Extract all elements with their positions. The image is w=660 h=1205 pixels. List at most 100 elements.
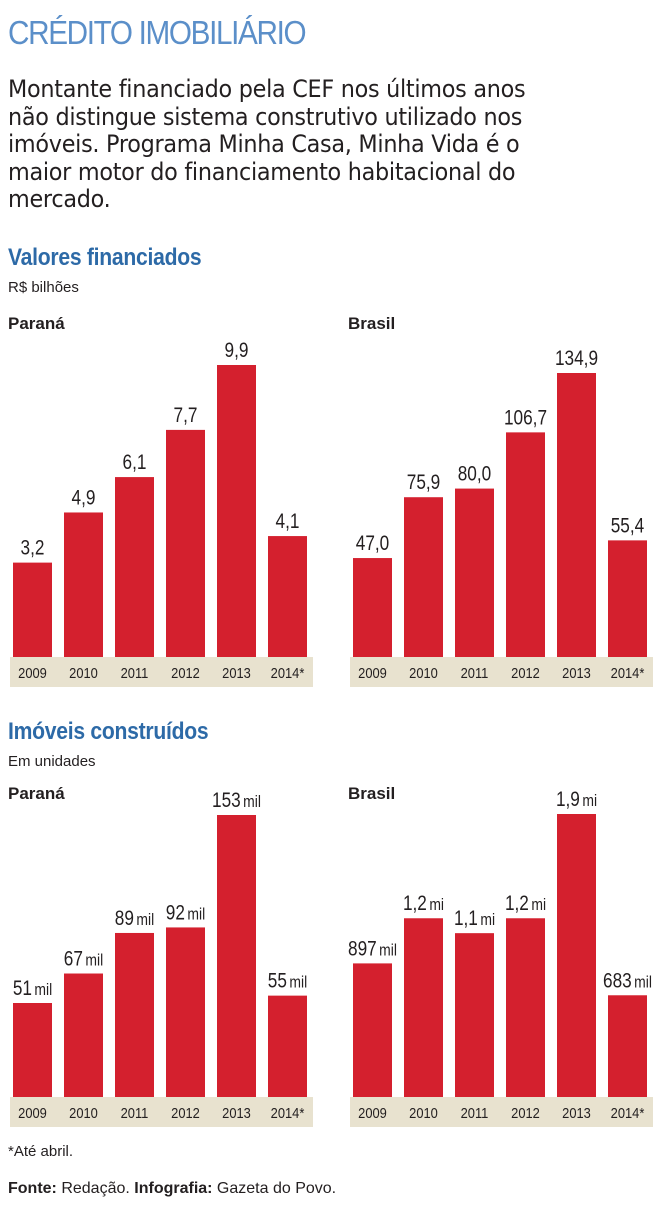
intro-text: Montante financiado pela CEF nos últimos… <box>8 75 526 213</box>
bar-2014 <box>608 540 647 657</box>
section-unit-imoveis: Em unidades <box>8 753 96 770</box>
x-tick-label: 2011 <box>121 664 149 681</box>
data-label-value: 80,0 <box>458 463 492 486</box>
data-label-value: 75,9 <box>407 472 441 495</box>
bar-2011 <box>115 932 154 1097</box>
source-text: Redação. <box>56 1180 135 1197</box>
bar-2012 <box>166 429 205 657</box>
bar-2013 <box>557 373 596 657</box>
x-tick-label: 2011 <box>121 1104 149 1121</box>
bar-2009 <box>353 558 392 657</box>
x-tick-label: 2013 <box>222 664 251 681</box>
x-tick-label: 2010 <box>409 664 438 681</box>
data-label: 683 mil <box>603 970 652 993</box>
bar-2010 <box>64 973 103 1097</box>
data-label: 6,1 <box>123 452 147 475</box>
panel-title-imoveis-parana: Paraná <box>8 784 65 803</box>
bar-2011 <box>115 477 154 657</box>
x-tick-label: 2012 <box>511 1104 540 1121</box>
section-title-valores: Valores financiados <box>8 244 202 271</box>
data-label-value: 6,1 <box>123 452 147 475</box>
chart-valores-parana: 2009 3,2 2010 4,9 2011 6,1 2012 7,7 2013 9,9 2014*… <box>10 340 313 687</box>
x-tick-label: 2014* <box>611 1104 645 1121</box>
data-label: 3,2 <box>21 537 45 560</box>
page-title: CRÉDITO IMOBILIÁRIO <box>8 14 307 51</box>
data-label: 80,0 <box>458 463 492 486</box>
data-label-value: 153 <box>212 790 241 813</box>
section-title-imoveis: Imóveis construídos <box>8 718 209 745</box>
data-label-unit: mi <box>531 896 546 915</box>
data-label: 55 mil <box>268 970 307 993</box>
data-label: 134,9 <box>555 348 598 371</box>
data-label-unit: mi <box>480 911 495 930</box>
data-label: 67 mil <box>64 948 103 971</box>
data-label: 897 mil <box>348 938 397 961</box>
x-tick-label: 2010 <box>69 664 98 681</box>
source-credits: Fonte: Redação. Infografia: Gazeta do Po… <box>8 1180 336 1198</box>
data-label-value: 3,2 <box>21 537 45 560</box>
data-label-value: 89 <box>115 907 134 930</box>
data-label-value: 106,7 <box>504 407 547 430</box>
data-label-value: 7,7 <box>174 404 198 427</box>
bar-2010 <box>64 512 103 657</box>
data-label-value: 1,9 <box>556 789 580 812</box>
bar-2014 <box>608 995 647 1097</box>
x-tick-label: 2009 <box>358 664 387 681</box>
panel-title-valores-parana: Paraná <box>8 314 65 333</box>
data-label-unit: mil <box>85 951 103 970</box>
data-label: 1,9 mi <box>556 789 597 812</box>
bar-2009 <box>13 1003 52 1097</box>
bar-2013 <box>217 815 256 1097</box>
data-label-value: 92 <box>166 902 185 925</box>
bar-2010 <box>404 918 443 1097</box>
x-axis-band <box>10 1097 313 1127</box>
x-axis-band <box>350 1097 653 1127</box>
panel-title-valores-brasil: Brasil <box>348 314 396 333</box>
infografia-text: Gazeta do Povo. <box>212 1180 337 1197</box>
data-label-unit: mil <box>379 941 397 960</box>
data-label-unit: mil <box>634 973 652 992</box>
data-label-value: 55 <box>268 970 287 993</box>
x-tick-label: 2010 <box>409 1104 438 1121</box>
data-label-unit: mil <box>136 911 154 930</box>
x-tick-label: 2011 <box>461 1104 489 1121</box>
data-label-unit: mil <box>289 973 307 992</box>
x-axis-band <box>10 657 313 687</box>
data-label-value: 1,1 <box>454 908 478 931</box>
data-label-value: 897 <box>348 938 377 961</box>
data-label-value: 4,9 <box>72 487 96 510</box>
data-label-unit: mil <box>187 905 205 924</box>
x-tick-label: 2014* <box>611 664 645 681</box>
data-label: 55,4 <box>611 515 645 538</box>
bar-2011 <box>455 488 494 657</box>
bar-2009 <box>13 562 52 657</box>
bar-2012 <box>506 432 545 657</box>
x-tick-label: 2009 <box>18 1104 47 1121</box>
x-tick-label: 2011 <box>461 664 489 681</box>
data-label: 4,1 <box>276 511 300 534</box>
data-label-value: 683 <box>603 970 632 993</box>
data-label: 47,0 <box>356 533 390 556</box>
data-label: 1,2 mi <box>505 893 546 916</box>
data-label: 4,9 <box>72 487 96 510</box>
x-tick-label: 2009 <box>358 1104 387 1121</box>
data-label: 153 mil <box>212 790 261 813</box>
x-tick-label: 2013 <box>562 1104 591 1121</box>
bar-2014 <box>268 995 307 1097</box>
footnote: *Até abril. <box>8 1143 74 1160</box>
data-label-value: 134,9 <box>555 348 598 371</box>
data-label-value: 1,2 <box>403 893 427 916</box>
x-tick-label: 2012 <box>171 664 200 681</box>
data-label: 7,7 <box>174 404 198 427</box>
x-tick-label: 2012 <box>511 664 540 681</box>
section-unit-valores: R$ bilhões <box>8 279 79 296</box>
bar-2010 <box>404 497 443 657</box>
x-tick-label: 2013 <box>562 664 591 681</box>
data-label-unit: mil <box>34 981 52 1000</box>
source-label: Fonte: <box>8 1180 57 1197</box>
data-label: 9,9 <box>225 340 249 363</box>
data-label: 1,2 mi <box>403 893 444 916</box>
data-label: 106,7 <box>504 407 547 430</box>
bar-2013 <box>557 814 596 1097</box>
